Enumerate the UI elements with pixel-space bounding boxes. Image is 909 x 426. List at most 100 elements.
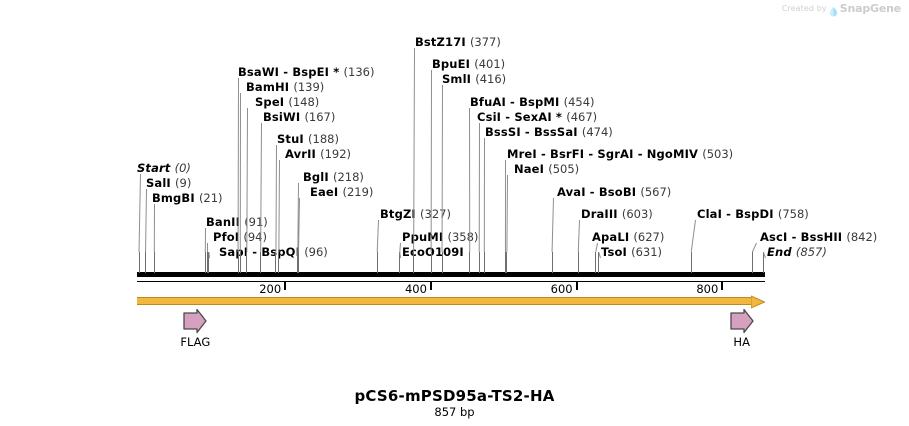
- restriction-site-tick: [577, 252, 579, 273]
- enzyme-names: AvrII: [285, 147, 316, 161]
- enzyme-names: PfoI: [213, 230, 240, 244]
- leader-line: [478, 122, 480, 253]
- leader-line: [206, 242, 208, 253]
- restriction-site-label[interactable]: SalI (9): [146, 177, 191, 189]
- enzyme-names: BanII: [206, 215, 241, 229]
- restriction-site-label[interactable]: EcoO109I: [402, 246, 464, 258]
- restriction-site-label[interactable]: End (857): [767, 246, 827, 258]
- enzyme-names: ClaI - BspDI: [697, 207, 774, 221]
- site-position: (327): [420, 207, 451, 221]
- restriction-site-tick: [551, 252, 553, 273]
- restriction-site-label[interactable]: MreI - BsrFI - SgrAI - NgoMIV (503): [507, 148, 733, 160]
- ruler-tick: [429, 282, 432, 290]
- restriction-site-tick: [206, 252, 208, 273]
- restriction-site-label[interactable]: PpuMI (358): [402, 231, 478, 243]
- restriction-site-label[interactable]: SapI - BspQI (96): [219, 246, 328, 258]
- restriction-site-label[interactable]: AvrII (192): [285, 148, 351, 160]
- feature-flag-label: FLAG: [180, 335, 211, 349]
- snapgene-logo-icon: [829, 3, 837, 17]
- feature-ha[interactable]: [729, 308, 755, 336]
- restriction-site-label[interactable]: EaeI (219): [310, 186, 373, 198]
- restriction-site-label[interactable]: BglI (218): [303, 171, 364, 183]
- feature-flag-arrow-icon[interactable]: [182, 308, 208, 336]
- restriction-site-label[interactable]: CsiI - SexAI * (467): [477, 111, 597, 123]
- restriction-site-tick: [204, 252, 206, 273]
- enzyme-names: SapI - BspQI: [219, 245, 301, 259]
- site-position: (0): [174, 161, 191, 175]
- restriction-site-tick: [239, 252, 241, 273]
- restriction-site-tick: [278, 252, 280, 273]
- restriction-site-tick: [595, 252, 597, 273]
- restriction-site-label[interactable]: BfuAI - BspMI (454): [470, 96, 595, 108]
- snapgene-watermark: Created by SnapGene: [782, 2, 901, 17]
- restriction-site-label[interactable]: AscI - BssHII (842): [760, 231, 877, 243]
- restriction-site-tick: [413, 252, 415, 273]
- watermark-brand: SnapGene: [839, 2, 901, 15]
- restriction-site-tick: [298, 252, 300, 273]
- leader-line: [399, 251, 401, 259]
- restriction-site-label[interactable]: BssSI - BssSaI (474): [485, 126, 613, 138]
- restriction-site-tick: [478, 252, 480, 273]
- enzyme-names: CsiI - SexAI *: [477, 110, 563, 124]
- restriction-site-label[interactable]: AvaI - BsoBI (567): [557, 186, 671, 198]
- restriction-site-tick: [506, 252, 508, 273]
- leader-line: [138, 173, 141, 252]
- site-position: (401): [474, 57, 506, 71]
- site-position: (139): [293, 80, 325, 94]
- enzyme-names: BsiWI: [263, 110, 301, 124]
- restriction-site-label[interactable]: BsiWI (167): [263, 111, 335, 123]
- orf-arrow-body: [136, 297, 751, 305]
- restriction-site-label[interactable]: BtgZI (327): [380, 208, 451, 220]
- enzyme-names: TsoI: [601, 245, 627, 259]
- restriction-site-tick: [246, 252, 248, 273]
- site-position: (505): [548, 162, 580, 176]
- enzyme-names: EcoO109I: [402, 245, 464, 259]
- site-position: (454): [563, 95, 595, 109]
- enzyme-names: StuI: [277, 132, 304, 146]
- restriction-site-label[interactable]: BamHI (139): [246, 81, 324, 93]
- restriction-site-tick: [138, 252, 140, 273]
- site-position: (503): [702, 147, 734, 161]
- restriction-site-tick: [260, 252, 262, 273]
- site-position: (631): [631, 245, 663, 259]
- site-position: (188): [308, 132, 339, 146]
- site-position: (842): [846, 230, 878, 244]
- plasmid-backbone: [136, 272, 765, 277]
- feature-ha-arrow-icon[interactable]: [729, 308, 755, 336]
- site-position: (136): [343, 65, 375, 79]
- enzyme-names: BmgBI: [152, 191, 195, 205]
- leader-line: [690, 219, 696, 253]
- site-position: (857): [795, 245, 827, 259]
- restriction-site-label[interactable]: SmlI (416): [442, 73, 506, 85]
- restriction-site-tick: [430, 252, 432, 273]
- enzyme-names: BssSI - BssSaI: [485, 125, 578, 139]
- restriction-site-label[interactable]: BmgBI (21): [152, 192, 223, 204]
- enzyme-names: AscI - BssHII: [760, 230, 843, 244]
- leader-line: [145, 188, 147, 253]
- site-position: (416): [475, 72, 507, 86]
- enzyme-names: SpeI: [255, 95, 285, 109]
- site-position: (358): [447, 230, 479, 244]
- leader-line: [275, 144, 277, 253]
- site-position: (758): [777, 207, 809, 221]
- restriction-site-tick: [275, 252, 277, 273]
- restriction-site-label[interactable]: BanII (91): [206, 216, 268, 228]
- restriction-site-label[interactable]: ClaI - BspDI (758): [697, 208, 809, 220]
- restriction-site-label[interactable]: ApaLI (627): [592, 231, 664, 243]
- restriction-site-label[interactable]: BstZ17I (377): [415, 36, 501, 48]
- site-position: (219): [342, 185, 374, 199]
- leader-line: [204, 227, 206, 253]
- leader-line: [595, 242, 598, 253]
- restriction-site-label[interactable]: DraIII (603): [581, 208, 653, 220]
- restriction-site-label[interactable]: Start (0): [137, 162, 191, 174]
- restriction-site-label[interactable]: SpeI (148): [255, 96, 319, 108]
- feature-flag[interactable]: [182, 308, 208, 336]
- restriction-site-label[interactable]: BsaWI - BspEI * (136): [238, 66, 374, 78]
- restriction-site-label[interactable]: StuI (188): [277, 133, 339, 145]
- restriction-site-label[interactable]: BpuEI (401): [432, 58, 505, 70]
- enzyme-names: DraIII: [581, 207, 618, 221]
- restriction-site-label[interactable]: TsoI (631): [601, 246, 662, 258]
- restriction-site-tick: [145, 252, 147, 273]
- restriction-site-label[interactable]: NaeI (505): [514, 163, 579, 175]
